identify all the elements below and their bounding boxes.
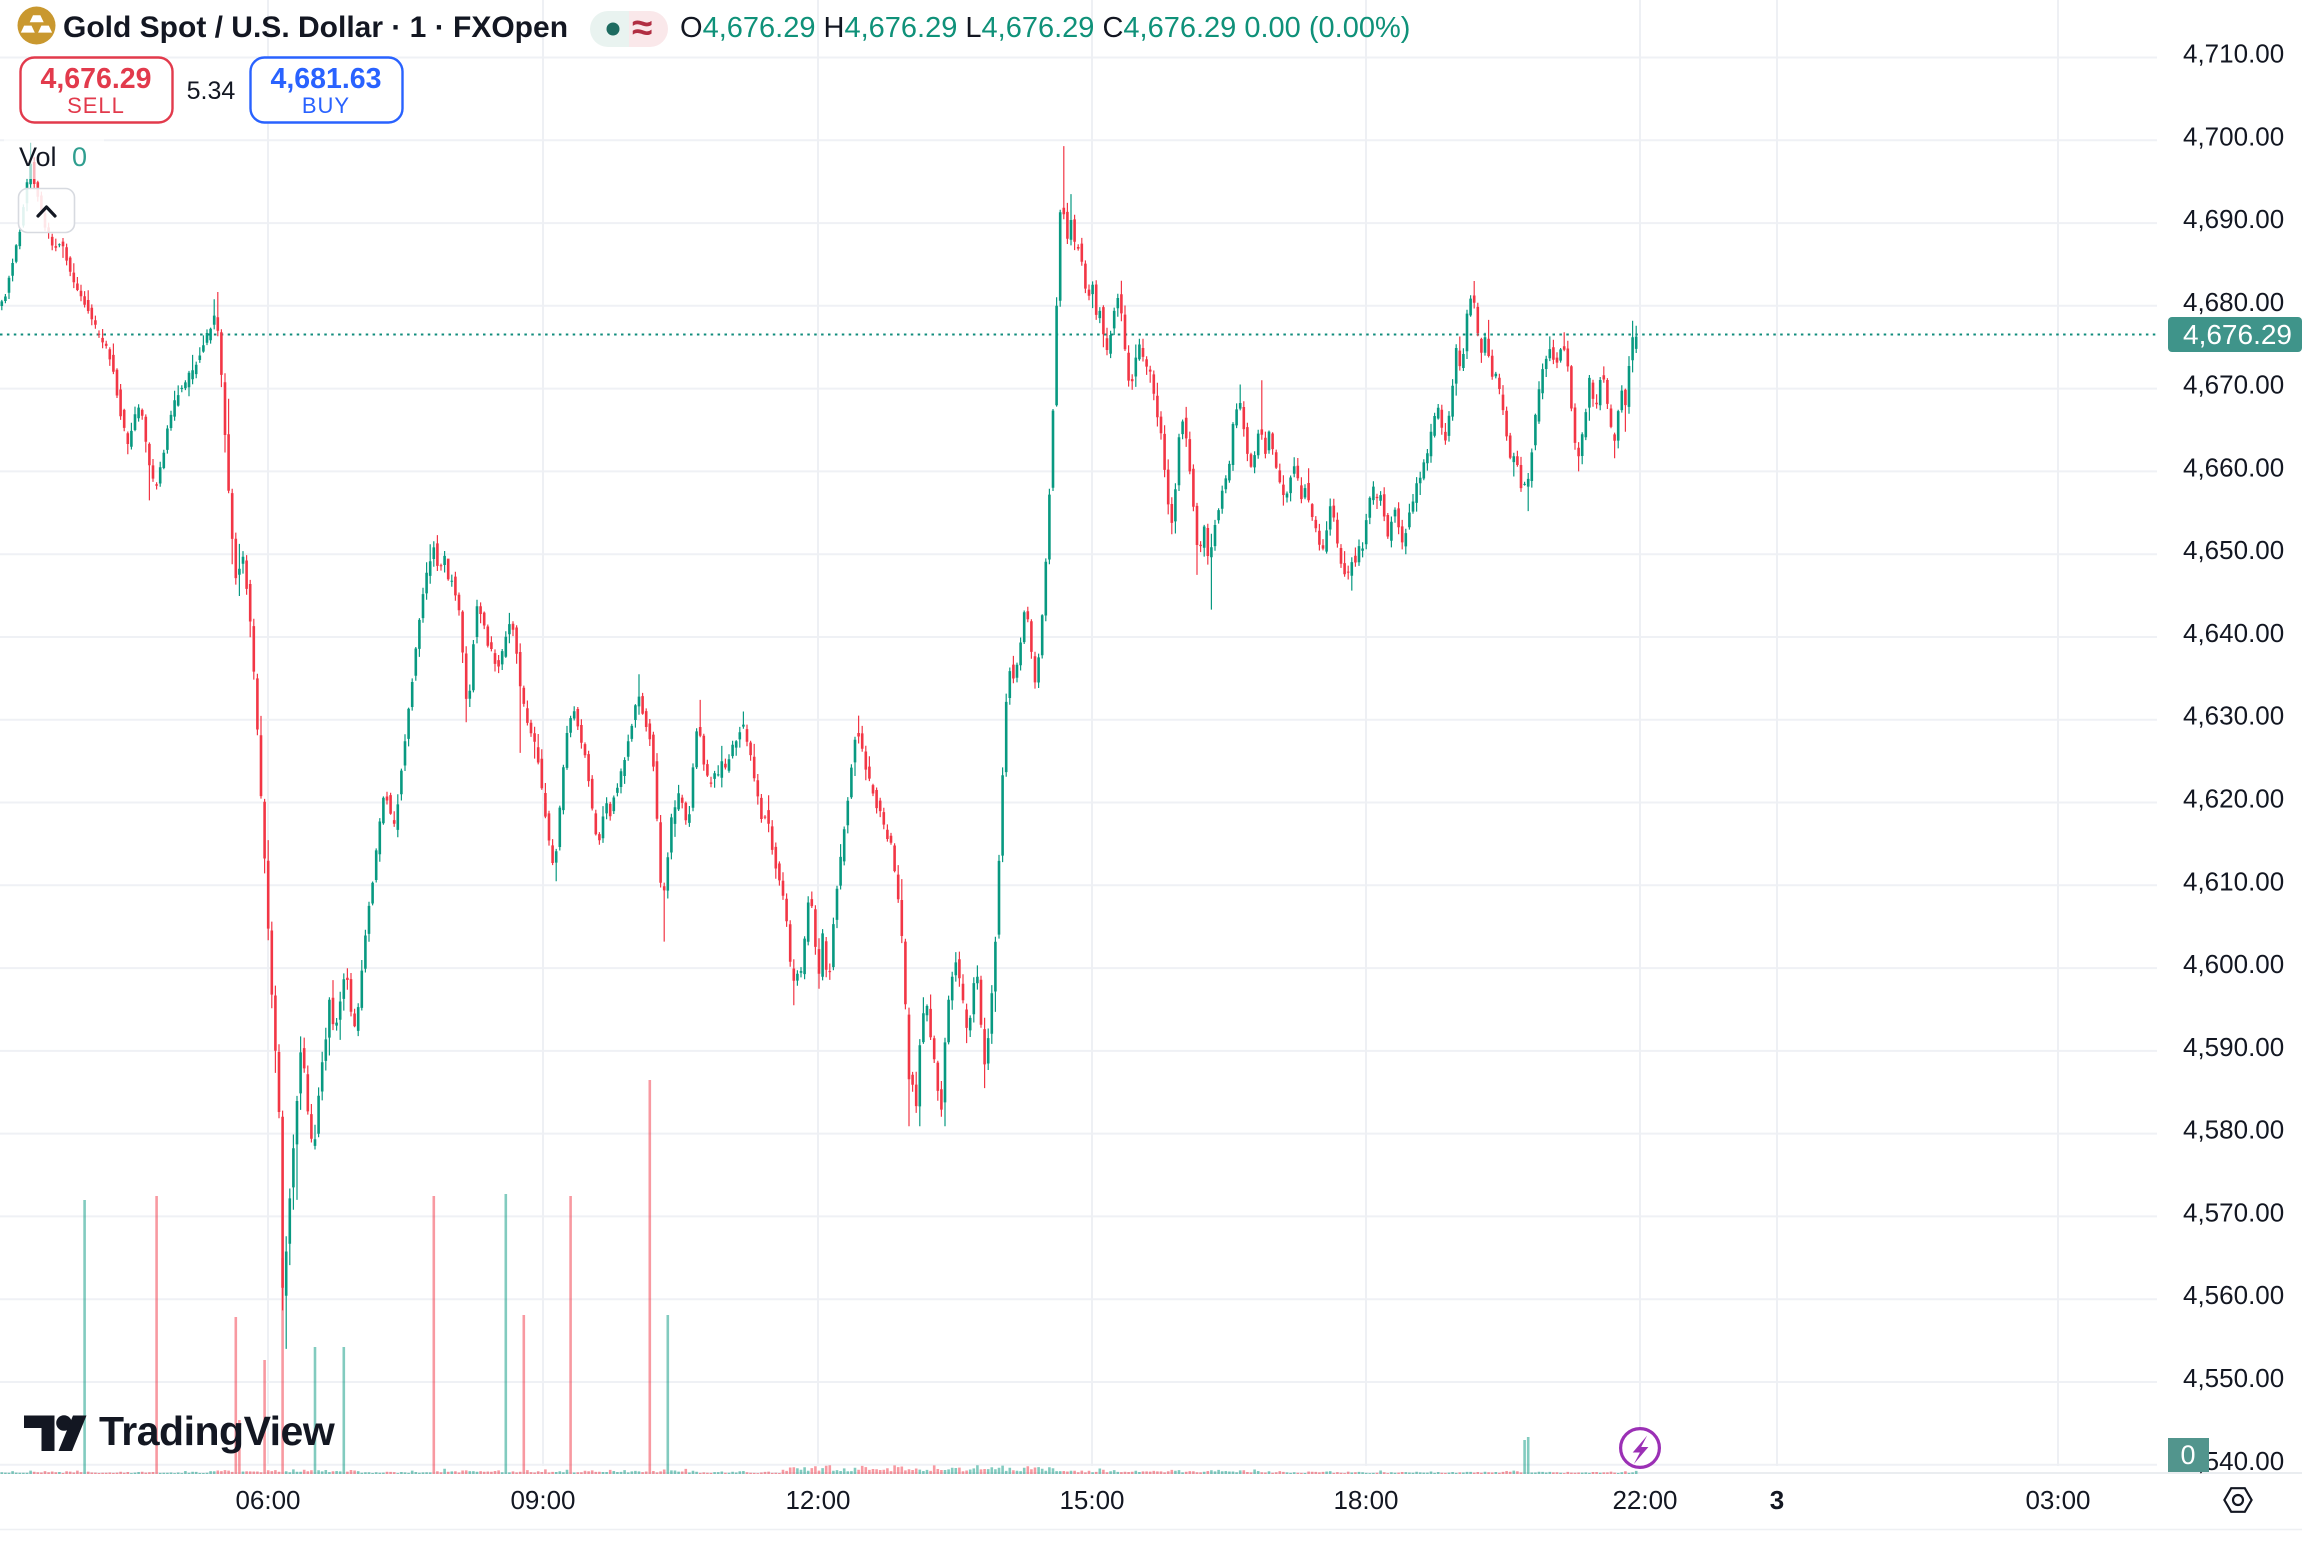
svg-text:18:00: 18:00 [1333, 1485, 1398, 1515]
svg-text:4,676.29: 4,676.29 [41, 63, 152, 95]
svg-text:0: 0 [2180, 1440, 2195, 1470]
svg-text:4,590.00: 4,590.00 [2183, 1032, 2284, 1062]
svg-text:4,670.00: 4,670.00 [2183, 370, 2284, 400]
svg-text:4,600.00: 4,600.00 [2183, 949, 2284, 979]
svg-text:4,550.00: 4,550.00 [2183, 1363, 2284, 1393]
svg-text:4,690.00: 4,690.00 [2183, 204, 2284, 234]
svg-text:4,676.29: 4,676.29 [2183, 319, 2292, 350]
svg-text:3: 3 [1770, 1485, 1784, 1515]
svg-text:Gold Spot / U.S. Dollar · 1 ·: Gold Spot / U.S. Dollar · 1 · FXOpen [63, 11, 568, 44]
svg-text:Vol: Vol [19, 142, 57, 172]
svg-text:4,560.00: 4,560.00 [2183, 1280, 2284, 1310]
svg-text:4,710.00: 4,710.00 [2183, 39, 2284, 69]
svg-text:09:00: 09:00 [510, 1485, 575, 1515]
svg-text:22:00: 22:00 [1612, 1485, 1677, 1515]
svg-text:4,681.63: 4,681.63 [271, 63, 382, 95]
svg-text:06:00: 06:00 [235, 1485, 300, 1515]
svg-text:SELL: SELL [67, 93, 125, 118]
svg-text:4,700.00: 4,700.00 [2183, 121, 2284, 151]
svg-text:4,620.00: 4,620.00 [2183, 784, 2284, 814]
svg-text:4,660.00: 4,660.00 [2183, 452, 2284, 482]
svg-text:≈: ≈ [632, 7, 652, 48]
svg-text:4,580.00: 4,580.00 [2183, 1115, 2284, 1145]
svg-text:O4,676.29 H4,676.29 L4,676.29: O4,676.29 H4,676.29 L4,676.29 C4,676.29 … [680, 12, 1410, 44]
svg-text:4,630.00: 4,630.00 [2183, 701, 2284, 731]
svg-text:0: 0 [72, 142, 87, 172]
svg-text:15:00: 15:00 [1059, 1485, 1124, 1515]
svg-text:4,650.00: 4,650.00 [2183, 535, 2284, 565]
svg-text:BUY: BUY [302, 93, 350, 118]
svg-text:03:00: 03:00 [2025, 1485, 2090, 1515]
svg-text:4,640.00: 4,640.00 [2183, 618, 2284, 648]
svg-text:TradingView: TradingView [99, 1408, 335, 1454]
svg-text:4,570.00: 4,570.00 [2183, 1197, 2284, 1227]
svg-text:4,680.00: 4,680.00 [2183, 287, 2284, 317]
svg-text:12:00: 12:00 [785, 1485, 850, 1515]
svg-text:5.34: 5.34 [187, 77, 236, 105]
svg-text:4,610.00: 4,610.00 [2183, 866, 2284, 896]
